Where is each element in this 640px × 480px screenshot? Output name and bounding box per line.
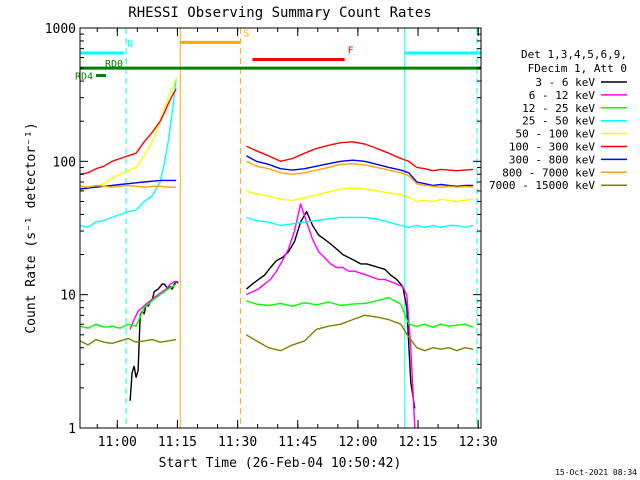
y-axis-label: Count Rate (s⁻¹ detector⁻¹) [24,122,39,333]
legend-label: 12 - 25 keV [522,102,595,115]
legend-label: 50 - 100 keV [516,128,596,141]
status-flag-label: F [348,46,354,57]
series-line [79,314,474,352]
legend-header: FDecim 1, Att 0 [528,62,627,75]
x-axis: 11:00 11:15 11:30 11:45 12:00 12:15 12:30 [96,28,498,450]
chart-title: RHESSI Observing Summary Count Rates [128,5,431,21]
legend-label: 6 - 12 keV [529,89,596,102]
legend-label: 800 - 7000 keV [502,166,595,179]
y-tick-label: 1000 [45,22,76,37]
x-tick-label: 11:00 [98,435,137,450]
footer-timestamp: 15-Oct-2021 08:34 [555,468,637,477]
status-flag-label: RD0 [105,59,123,70]
legend-label: 100 - 300 keV [509,141,595,154]
legend-header: Det 1,3,4,5,6,9, [521,48,627,61]
y-tick-label: 1 [68,422,76,437]
plot-frame [79,27,482,429]
legend-label: 3 - 6 keV [535,76,595,89]
series-line [79,160,474,188]
status-flags: N S F RD0 RD4 [75,28,481,83]
legend: Det 1,3,4,5,6,9,FDecim 1, Att 03 - 6 keV… [489,48,627,192]
series-line [79,283,474,329]
y-tick-label: 100 [53,155,76,170]
status-flag-label: RD4 [75,72,93,83]
legend-label: 300 - 800 keV [509,153,595,166]
series-line [79,88,474,175]
y-tick-label: 10 [60,289,76,304]
x-tick-label: 12:00 [338,435,377,450]
plot-background [80,28,481,428]
x-tick-label: 12:30 [459,435,498,450]
x-tick-label: 12:15 [398,435,437,450]
legend-label: 7000 - 15000 keV [489,179,595,192]
legend-label: 25 - 50 keV [522,115,595,128]
x-tick-label: 11:45 [278,435,317,450]
status-flag-label: N [127,39,133,50]
series-line [79,155,473,190]
x-tick-label: 11:30 [218,435,257,450]
series-line [129,203,416,429]
series-line [129,210,416,409]
y-axis: 1 10 100 1000 [45,22,481,437]
series-line [79,78,474,228]
status-flag-label: S [243,28,249,39]
x-tick-label: 11:15 [158,435,197,450]
x-axis-label: Start Time (26-Feb-04 10:50:42) [159,456,402,471]
series-group [79,77,474,429]
